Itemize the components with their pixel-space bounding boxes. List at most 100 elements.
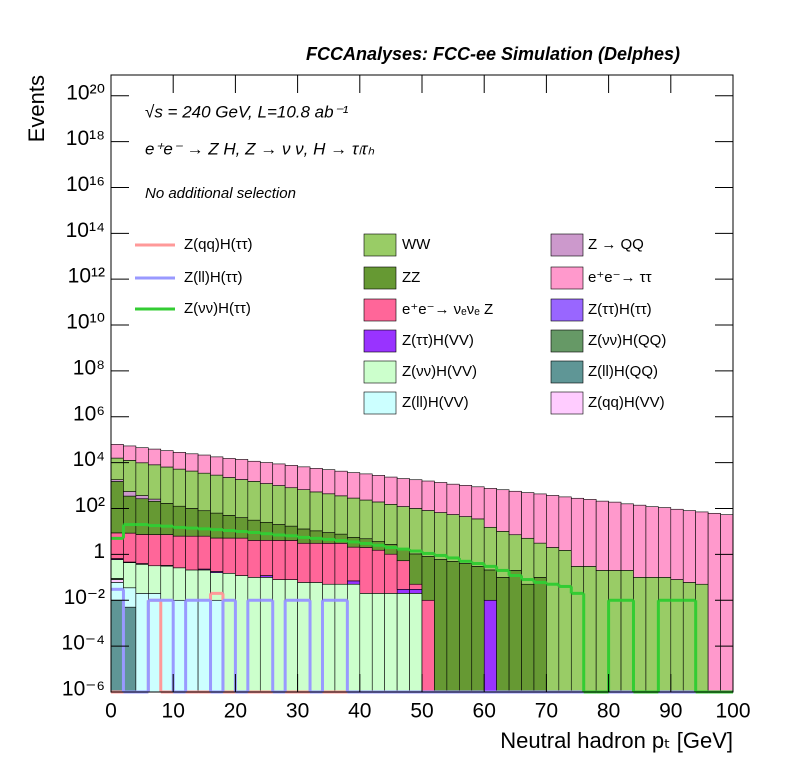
histogram-bar bbox=[235, 517, 249, 539]
histogram-bar bbox=[123, 606, 137, 693]
histogram-bar bbox=[222, 537, 236, 574]
histogram-bar bbox=[309, 491, 323, 532]
histogram-bar bbox=[620, 570, 634, 693]
histogram-bar bbox=[284, 487, 298, 527]
histogram-bar bbox=[446, 514, 460, 562]
histogram-bar bbox=[633, 577, 647, 693]
histogram-bar bbox=[172, 452, 186, 470]
y-tick-label: 10²⁰ bbox=[66, 81, 105, 104]
histogram-bar bbox=[160, 534, 174, 566]
y-axis-label: Events bbox=[24, 75, 49, 142]
histogram-bar bbox=[297, 542, 311, 583]
histogram-bar bbox=[483, 488, 497, 528]
legend-swatch bbox=[363, 391, 397, 415]
legend-label: Z(qq)H(VV) bbox=[588, 394, 665, 411]
histogram-bar bbox=[670, 508, 684, 580]
histogram-bar bbox=[135, 495, 149, 500]
y-tick-label: 10⁻⁶ bbox=[62, 678, 105, 701]
legend-label: e⁺e⁻→ ττ bbox=[588, 269, 652, 286]
histogram-bar bbox=[707, 512, 721, 693]
histogram-bar bbox=[533, 542, 547, 578]
legend-swatch bbox=[363, 360, 397, 384]
histogram-bar bbox=[185, 508, 199, 537]
histogram-bar bbox=[508, 534, 522, 571]
x-tick-label: 30 bbox=[286, 700, 309, 723]
histogram-bar bbox=[421, 599, 435, 693]
histogram-bar bbox=[347, 497, 361, 538]
y-tick-label: 1 bbox=[93, 540, 105, 563]
histogram-bar bbox=[197, 599, 211, 693]
histogram-bar bbox=[720, 514, 734, 693]
histogram-bar bbox=[459, 516, 473, 564]
histogram-bar bbox=[135, 593, 149, 693]
histogram-bar bbox=[396, 589, 410, 594]
histogram-bar bbox=[309, 582, 323, 693]
histogram-bar bbox=[284, 525, 298, 541]
legend: Z(ll)H(QQ) Z(ll)H(VV) Z(qq)H(VV) Z(νν)H(QQ)… bbox=[135, 233, 666, 415]
y-tick-label: 10⁸ bbox=[73, 356, 105, 379]
histogram-bar bbox=[222, 515, 236, 539]
histogram-bar bbox=[110, 559, 124, 579]
histogram-bar bbox=[409, 593, 423, 693]
legend-swatch bbox=[550, 298, 584, 322]
histogram-bar bbox=[123, 460, 137, 492]
histogram-bar bbox=[247, 481, 261, 521]
histogram-bar bbox=[434, 559, 448, 693]
histogram-bar bbox=[309, 468, 323, 493]
x-tick-label: 80 bbox=[597, 700, 620, 723]
histogram-bar bbox=[570, 497, 585, 567]
histogram-bar bbox=[135, 498, 149, 535]
histogram-bar bbox=[483, 526, 497, 571]
histogram-bar bbox=[210, 572, 224, 601]
histogram-bar bbox=[284, 465, 298, 489]
histogram-bar bbox=[558, 496, 572, 551]
histogram-bar bbox=[172, 535, 186, 569]
histogram-bar bbox=[222, 477, 236, 516]
histogram-bar bbox=[148, 498, 162, 502]
legend-label: Z → QQ bbox=[588, 236, 644, 253]
histogram-bar bbox=[284, 579, 298, 693]
legend-label: Z(ll)H(ττ) bbox=[184, 269, 243, 286]
histogram-bar bbox=[434, 482, 448, 513]
histogram-bar bbox=[396, 506, 410, 549]
histogram-bar bbox=[297, 466, 311, 490]
histogram-bar bbox=[695, 583, 709, 693]
histogram-bar bbox=[185, 599, 199, 693]
histogram-bar bbox=[359, 547, 373, 594]
legend-swatch bbox=[550, 360, 584, 384]
histogram-bar bbox=[645, 577, 659, 693]
histogram-bar bbox=[546, 495, 560, 548]
histogram-bar bbox=[247, 577, 261, 693]
annotation: e⁺e⁻ → Z H, Z → ν ν, H → τₗτₕ bbox=[145, 139, 374, 158]
histogram-bar bbox=[197, 510, 211, 537]
x-tick-label: 50 bbox=[410, 700, 433, 723]
histogram-bar bbox=[272, 579, 286, 693]
histogram-bar bbox=[371, 593, 385, 693]
y-tick-label: 10¹⁶ bbox=[66, 173, 105, 196]
histogram-bar bbox=[272, 485, 286, 525]
histogram-bar bbox=[247, 540, 261, 578]
histogram-bar bbox=[123, 445, 137, 461]
histogram-bar bbox=[670, 579, 684, 693]
histogram-bar bbox=[521, 492, 535, 539]
histogram-bar bbox=[409, 508, 423, 555]
histogram-bar bbox=[583, 566, 597, 693]
histogram-bar bbox=[384, 553, 398, 594]
histogram-bar bbox=[570, 566, 585, 693]
histogram-bar bbox=[347, 546, 361, 582]
histogram-bar bbox=[471, 518, 485, 567]
histogram-bar bbox=[135, 462, 149, 496]
legend-swatch bbox=[550, 233, 584, 257]
histogram-bar bbox=[347, 583, 361, 693]
histogram-bar bbox=[135, 563, 149, 594]
histogram-bar bbox=[645, 506, 659, 578]
x-tick-label: 10 bbox=[162, 700, 185, 723]
histogram-bar bbox=[160, 466, 174, 504]
histogram-bar bbox=[583, 499, 597, 567]
histogram-bar bbox=[322, 542, 336, 585]
legend-swatch bbox=[550, 266, 584, 290]
histogram-bar bbox=[421, 480, 435, 511]
histogram-bar bbox=[148, 593, 162, 693]
y-tick-label: 10⁻⁴ bbox=[62, 632, 105, 655]
histogram-bar bbox=[222, 458, 236, 478]
